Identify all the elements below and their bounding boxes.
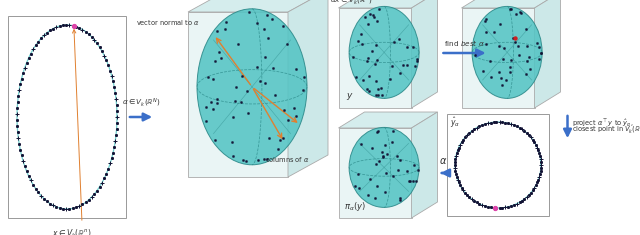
- Polygon shape: [288, 0, 328, 177]
- Ellipse shape: [472, 6, 542, 98]
- Polygon shape: [339, 128, 412, 218]
- Text: $\pi_\alpha(y)$: $\pi_\alpha(y)$: [344, 200, 367, 213]
- Ellipse shape: [349, 6, 419, 98]
- Polygon shape: [188, 12, 288, 177]
- Polygon shape: [412, 112, 438, 218]
- Text: $\alpha$: $\alpha$: [438, 156, 447, 166]
- Text: $\alpha \in V_k(\mathbb{R}^N)$: $\alpha \in V_k(\mathbb{R}^N)$: [122, 97, 160, 109]
- Text: closest point in $V_k(\mathbb{R}^n)$: closest point in $V_k(\mathbb{R}^n)$: [572, 125, 640, 137]
- Polygon shape: [339, 0, 438, 8]
- Polygon shape: [534, 0, 561, 108]
- Polygon shape: [339, 8, 412, 108]
- Text: $\hat{y}_\alpha$: $\hat{y}_\alpha$: [450, 116, 460, 130]
- Text: columns of $\alpha$: columns of $\alpha$: [265, 155, 309, 164]
- Polygon shape: [412, 0, 438, 108]
- Text: $\alpha x \in V_k(\mathbb{R}^N)$: $\alpha x \in V_k(\mathbb{R}^N)$: [330, 0, 372, 7]
- Ellipse shape: [349, 127, 419, 208]
- Text: $y$: $y$: [346, 91, 354, 102]
- Text: $x \in V_k(\mathbb{R}^n)$: $x \in V_k(\mathbb{R}^n)$: [52, 227, 92, 235]
- Ellipse shape: [197, 9, 307, 165]
- Bar: [8, 16, 126, 218]
- Polygon shape: [461, 0, 561, 8]
- Bar: [447, 114, 549, 216]
- Polygon shape: [461, 8, 534, 108]
- Text: project $\alpha^\top y$ to $\hat{y}_\alpha$,: project $\alpha^\top y$ to $\hat{y}_\alp…: [572, 117, 633, 129]
- Text: vector normal to $\alpha$: vector normal to $\alpha$: [136, 18, 200, 27]
- Polygon shape: [339, 112, 438, 128]
- Polygon shape: [188, 0, 328, 12]
- Text: find $\mathit{best}\ \alpha$: find $\mathit{best}\ \alpha$: [444, 38, 485, 48]
